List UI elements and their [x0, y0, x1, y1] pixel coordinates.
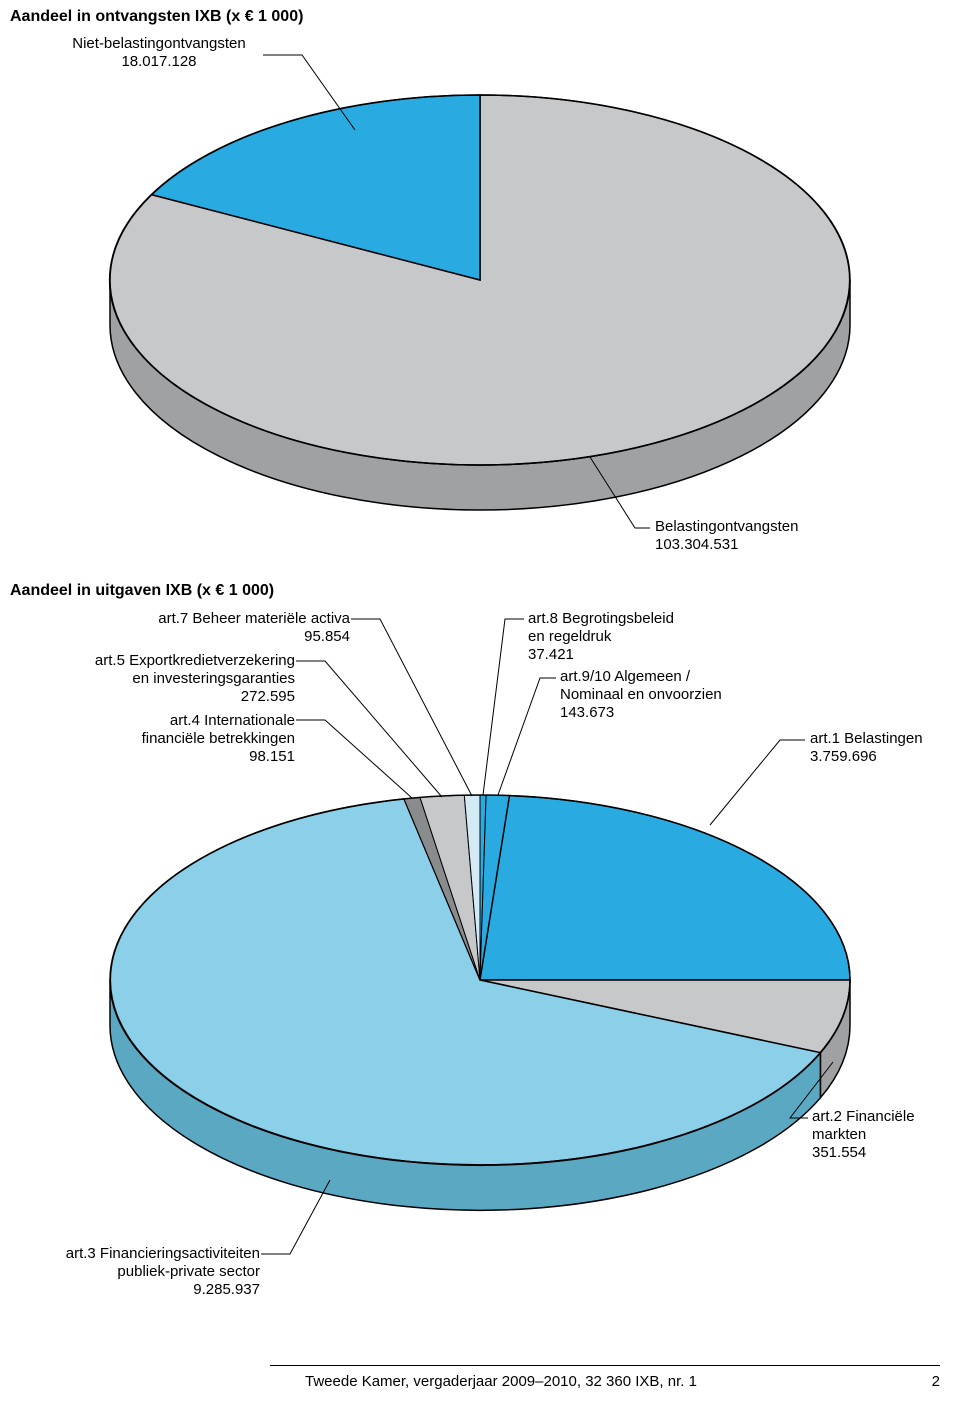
footer-page-number: 2 [932, 1373, 940, 1390]
chart2-leader-art5 [296, 661, 442, 797]
chart2-pie [0, 0, 960, 1350]
chart2-leader-art1 [710, 740, 805, 825]
chart2-leader-art4 [296, 720, 412, 798]
chart2-leader-art8 [483, 619, 524, 795]
footer-line [270, 1365, 940, 1366]
page: Aandeel in ontvangsten IXB (x € 1 000) N… [0, 0, 960, 1402]
chart2-slice-art1 [480, 796, 850, 980]
chart2-leader-art910 [498, 678, 556, 795]
footer-text: Tweede Kamer, vergaderjaar 2009–2010, 32… [305, 1373, 697, 1390]
chart2-leader-art7 [351, 619, 472, 796]
